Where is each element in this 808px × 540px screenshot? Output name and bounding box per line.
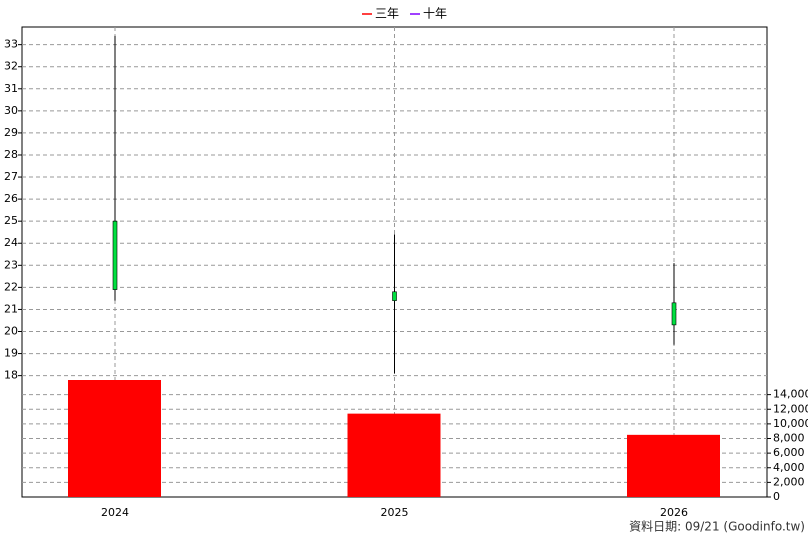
- y-tick-label: 19: [4, 347, 18, 360]
- y-tick-label: 33: [4, 38, 18, 51]
- y-tick-label: 18: [4, 369, 18, 382]
- y2-tick-label: 10,000: [773, 417, 808, 430]
- volume-bar: [347, 413, 441, 497]
- y-tick-label: 32: [4, 60, 18, 73]
- footer: 資料日期: 09/21 (Goodinfo.tw): [629, 520, 805, 534]
- candle-body: [112, 220, 118, 290]
- y2-tick-label: 6,000: [773, 446, 805, 459]
- y-tick-label: 20: [4, 325, 18, 338]
- y-tick-label: 29: [4, 126, 18, 139]
- y-tick-label: 25: [4, 214, 18, 227]
- volume-bar: [68, 380, 161, 497]
- y2-tick-label: 12,000: [773, 402, 808, 415]
- y-tick-label: 22: [4, 280, 18, 293]
- y2-tick-label: 0: [773, 490, 780, 503]
- y2-tick-label: 2,000: [773, 475, 805, 488]
- y-tick-label: 31: [4, 82, 18, 95]
- y2-tick-label: 14,000: [773, 388, 808, 401]
- y-tick-label: 30: [4, 104, 18, 117]
- y2-tick-label: 4,000: [773, 461, 805, 474]
- y-tick-label: 23: [4, 258, 18, 271]
- x-tick-label: 2026: [660, 506, 688, 519]
- x-tick-label: 2025: [381, 506, 409, 519]
- y-tick-label: 26: [4, 192, 18, 205]
- legend-label: 十年: [423, 7, 447, 21]
- y2-tick-label: 8,000: [773, 432, 805, 445]
- legend-label: 三年: [375, 7, 399, 21]
- candle-body: [671, 302, 677, 326]
- y-tick-label: 28: [4, 148, 18, 161]
- volume-bar: [627, 434, 720, 497]
- y-tick-label: 21: [4, 302, 18, 315]
- x-tick-label: 2024: [101, 506, 129, 519]
- y-tick-label: 24: [4, 236, 18, 249]
- y-tick-label: 27: [4, 170, 18, 183]
- candle-body: [392, 291, 397, 301]
